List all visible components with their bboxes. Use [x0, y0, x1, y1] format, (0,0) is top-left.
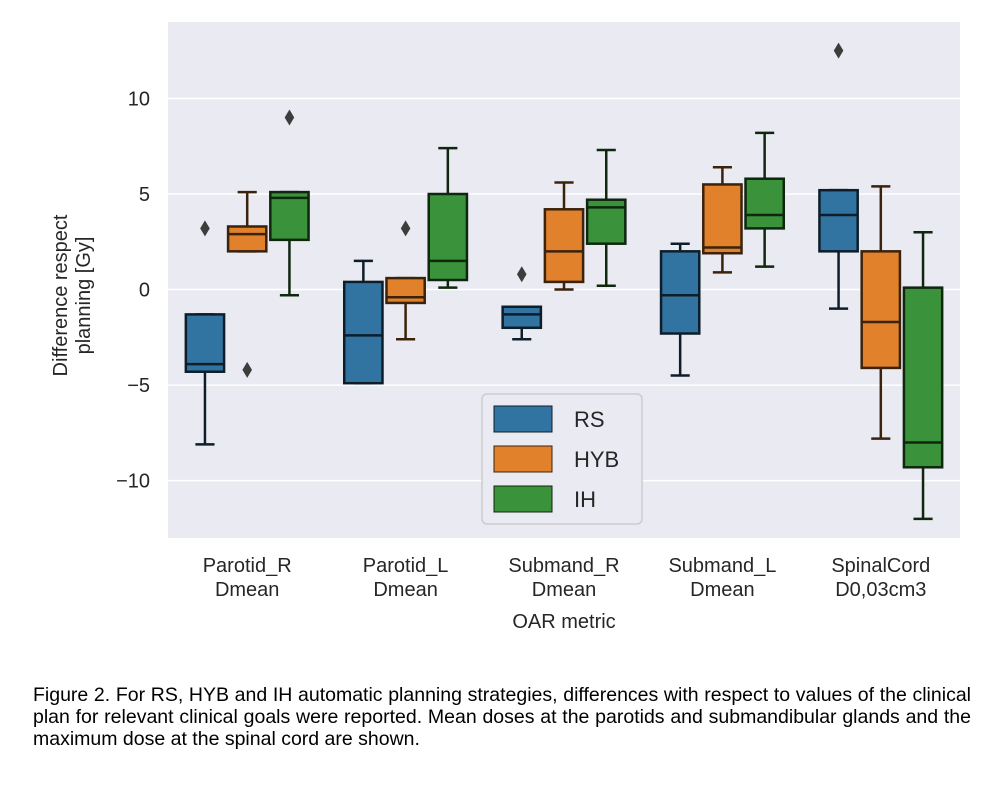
legend-swatch-rs [493, 405, 553, 433]
legend-label-rs: RS [574, 407, 605, 432]
box-iqr [818, 188, 859, 253]
x-tick-label: SpinalCord D0,03cm3 [831, 555, 930, 601]
box-hyb [226, 190, 268, 378]
y-tick-label: 0 [139, 280, 150, 302]
y-tick-label: −10 [116, 471, 150, 493]
box-iqr [659, 250, 701, 335]
legend-swatch-hyb [493, 445, 553, 473]
y-axis-ticks: 10 5 0 −5 −10 [116, 88, 150, 492]
outlier-marker [833, 42, 844, 59]
box-ih [585, 148, 627, 287]
x-tick-label: Parotid_L Dmean [363, 555, 449, 601]
box-iqr [902, 286, 944, 469]
x-axis-title: OAR metric [512, 611, 615, 633]
box-iqr [184, 313, 226, 373]
outlier-marker [516, 266, 527, 283]
box-rs [342, 259, 384, 385]
y-tick-label: 5 [139, 184, 150, 206]
box-iqr [269, 190, 310, 242]
boxplot-chart: 10 5 0 −5 −10 Parotid_R Dmean Parotid_L Dmean Su… [50, 22, 960, 633]
figure-caption: Figure 2. For RS, HYB and IH automatic p… [33, 684, 971, 750]
legend: RS HYB IH [481, 393, 643, 525]
y-tick-label: −5 [127, 375, 150, 397]
outlier-marker [200, 220, 210, 237]
box-hyb [702, 165, 743, 274]
box-hyb [385, 220, 426, 341]
legend-swatch-ih [493, 485, 553, 513]
x-axis-ticks: Parotid_R Dmean Parotid_L Dmean Submand_R Dme… [203, 555, 931, 601]
box-iqr [427, 192, 469, 282]
box-iqr [226, 225, 268, 253]
box-rs [501, 266, 543, 341]
box-iqr [543, 208, 585, 284]
box-groups [184, 42, 944, 521]
outlier-marker [242, 361, 252, 378]
box-iqr [744, 177, 786, 230]
outlier-marker [400, 220, 411, 237]
box-rs [184, 220, 226, 446]
legend-label-ih: IH [574, 487, 596, 512]
box-ih [902, 230, 944, 521]
box-hyb [860, 185, 902, 440]
box-rs [659, 242, 701, 377]
x-tick-label: Submand_R Dmean [508, 555, 619, 601]
x-tick-label: Parotid_R Dmean [203, 555, 292, 601]
box-ih [744, 131, 786, 268]
y-tick-label: 10 [128, 88, 150, 110]
box-iqr [385, 276, 426, 305]
box-hyb [543, 181, 585, 291]
x-tick-label: Submand_L Dmean [668, 555, 776, 601]
y-axis-title: Difference respectplanning [Gy] [50, 214, 95, 376]
box-ih [269, 109, 310, 297]
box-iqr [342, 280, 384, 385]
legend-label-hyb: HYB [574, 447, 619, 472]
box-iqr [702, 183, 743, 255]
box-iqr [860, 250, 902, 370]
outlier-marker [284, 109, 295, 126]
box-iqr [501, 305, 543, 330]
box-rs [818, 42, 859, 310]
box-ih [427, 146, 469, 289]
